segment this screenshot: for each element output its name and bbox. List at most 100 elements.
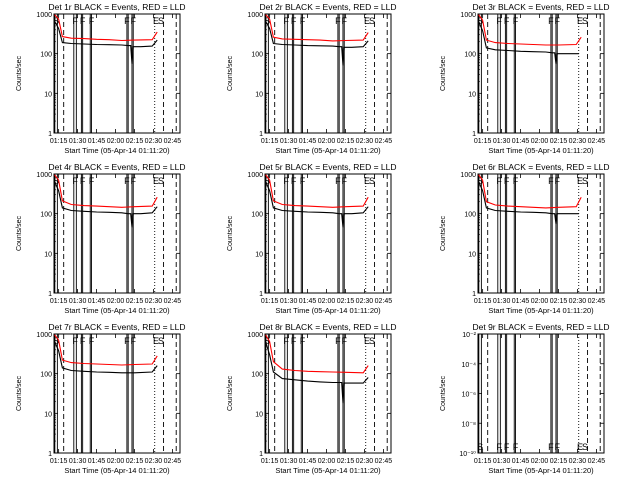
x-tick-label: 01:30 — [493, 298, 511, 305]
flag-marker: S — [158, 336, 164, 346]
flag-marker: F — [496, 442, 502, 452]
x-tick-label: 02:30 — [145, 298, 163, 305]
x-axis-label: Start Time (05-Apr-14 01:11:20) — [64, 306, 170, 315]
flag-marker: S — [582, 442, 588, 452]
x-tick-label: 01:15 — [474, 458, 492, 465]
plot-frame — [53, 13, 181, 134]
y-tick-label: 10 — [44, 91, 52, 98]
events-series-line — [53, 19, 158, 65]
y-tick-label: 10⁻¹⁰ — [459, 450, 476, 458]
flag-marker: F — [72, 176, 78, 186]
plot-frame — [53, 333, 181, 454]
x-tick-label: 02:45 — [164, 298, 182, 305]
flag-marker: S — [158, 16, 164, 26]
x-tick-label: 01:45 — [299, 298, 317, 305]
x-axis-label: Start Time (05-Apr-14 01:11:20) — [275, 466, 381, 475]
lld-series-line — [53, 13, 158, 42]
flag-marker: F — [496, 176, 502, 186]
x-tick-label: 01:15 — [261, 458, 279, 465]
x-tick-label: 02:45 — [164, 138, 182, 145]
x-tick-label: 01:15 — [474, 298, 492, 305]
x-tick-label: 02:45 — [375, 458, 393, 465]
x-tick-label: 02:45 — [588, 138, 606, 145]
flag-marker: S — [369, 336, 375, 346]
y-tick-label: 100 — [40, 372, 52, 379]
y-tick-label: 10 — [44, 251, 52, 258]
x-tick-label: 02:45 — [375, 138, 393, 145]
flag-marker: F — [513, 16, 519, 26]
x-tick-label: 01:15 — [474, 138, 492, 145]
y-tick-label: 100 — [251, 52, 263, 59]
flag-marker: E — [364, 16, 370, 26]
events-series-line — [264, 19, 369, 66]
x-tick-label: 02:15 — [126, 458, 144, 465]
x-tick-label: 02:15 — [337, 298, 355, 305]
lld-series-line — [264, 173, 369, 208]
flag-marker: F — [291, 176, 297, 186]
x-tick-label: 01:45 — [88, 298, 106, 305]
x-tick-label: 02:00 — [531, 298, 549, 305]
panel-title: Det 3r BLACK = Events, RED = LLD — [472, 2, 609, 12]
y-tick-label: 1000 — [247, 12, 263, 19]
flag-marker: F — [283, 176, 289, 186]
x-tick-label: 01:45 — [512, 298, 530, 305]
x-tick-label: 01:15 — [50, 138, 68, 145]
flag-marker: E — [577, 16, 583, 26]
plot-frame — [53, 173, 181, 294]
x-tick-label: 02:00 — [531, 458, 549, 465]
y-tick-label: 1000 — [36, 332, 52, 339]
y-axis-label: Counts/sec — [16, 375, 23, 411]
flag-marker: F — [283, 16, 289, 26]
lld-series-line — [477, 173, 582, 209]
flag-marker: F — [124, 176, 130, 186]
y-tick-label: 1000 — [460, 172, 476, 179]
flag-marker: F — [554, 16, 560, 26]
events-series-line — [264, 339, 369, 404]
x-tick-label: 02:00 — [318, 458, 336, 465]
x-tick-label: 02:15 — [126, 298, 144, 305]
y-tick-label: 10 — [255, 91, 263, 98]
y-tick-label: 1000 — [247, 332, 263, 339]
flag-marker: S — [582, 16, 588, 26]
x-tick-label: 01:45 — [299, 138, 317, 145]
detector-panel: Det 4r BLACK = Events, RED = LLD Counts/s… — [16, 162, 186, 315]
lld-series-line — [53, 333, 158, 366]
flag-marker: F — [124, 16, 130, 26]
x-tick-label: 01:15 — [261, 298, 279, 305]
detector-panel: Det 6r BLACK = Events, RED = LLD Counts/s… — [440, 162, 610, 315]
flag-marker: F — [341, 16, 347, 26]
x-tick-label: 02:00 — [107, 298, 125, 305]
x-tick-label: 02:30 — [569, 298, 587, 305]
flag-marker: S — [158, 176, 164, 186]
y-tick-label: 1000 — [460, 12, 476, 19]
y-tick-label: 100 — [40, 212, 52, 219]
flag-marker: F — [89, 176, 95, 186]
flag-marker: F — [300, 176, 306, 186]
plot-frame — [264, 173, 392, 294]
x-tick-label: 02:15 — [550, 458, 568, 465]
x-axis-label: Start Time (05-Apr-14 01:11:20) — [488, 466, 594, 475]
x-axis-label: Start Time (05-Apr-14 01:11:20) — [64, 466, 170, 475]
flag-marker: E — [153, 176, 159, 186]
x-tick-label: 02:00 — [107, 458, 125, 465]
flag-marker: S — [264, 16, 270, 26]
y-tick-label: 1 — [472, 291, 476, 298]
y-axis-label: Counts/sec — [440, 375, 447, 411]
flag-marker: F — [554, 442, 560, 452]
flag-marker: F — [513, 442, 519, 452]
y-tick-label: 1 — [48, 131, 52, 138]
flag-marker: F — [548, 442, 554, 452]
plot-frame — [264, 333, 392, 454]
y-tick-label: 1 — [259, 131, 263, 138]
flag-marker: F — [341, 336, 347, 346]
x-axis-label: Start Time (05-Apr-14 01:11:20) — [275, 146, 381, 155]
x-tick-label: 01:15 — [261, 138, 279, 145]
x-tick-label: 02:15 — [550, 138, 568, 145]
x-tick-label: 02:30 — [145, 138, 163, 145]
flag-marker: F — [80, 176, 86, 186]
x-tick-label: 01:30 — [280, 458, 298, 465]
x-tick-label: 02:00 — [531, 138, 549, 145]
x-tick-label: 01:30 — [280, 298, 298, 305]
x-tick-label: 02:30 — [569, 138, 587, 145]
flag-marker: S — [477, 176, 483, 186]
